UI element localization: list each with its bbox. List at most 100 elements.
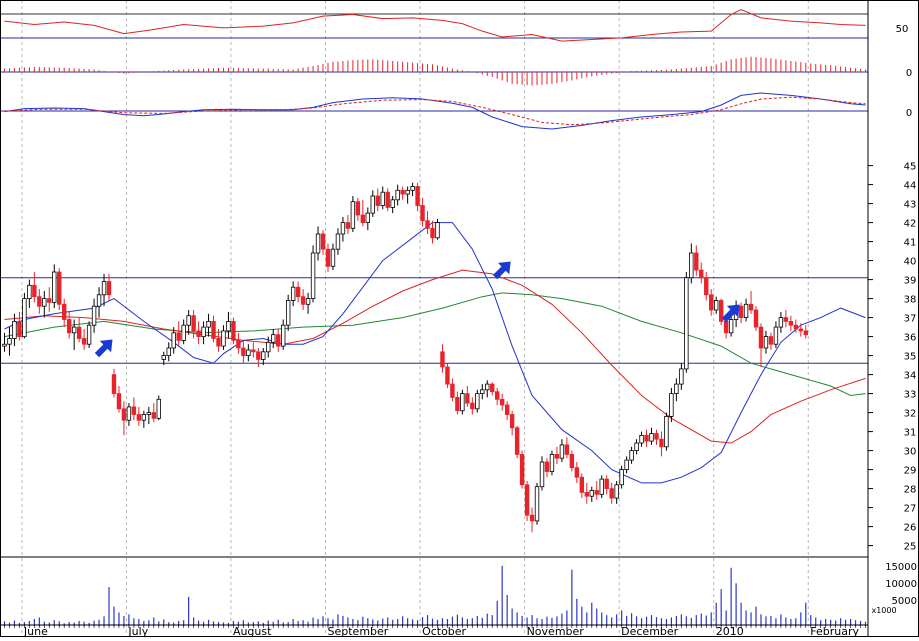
- candle: [798, 323, 804, 337]
- candle-body: [475, 393, 480, 410]
- candle-body: [7, 338, 12, 345]
- candle: [539, 456, 545, 491]
- arrow-october: [492, 261, 511, 280]
- candle-body: [783, 317, 789, 322]
- candle-body: [171, 332, 176, 349]
- candle: [42, 291, 47, 318]
- candle: [519, 450, 525, 489]
- price-tick-label: 30: [904, 447, 917, 458]
- candle-body: [86, 324, 92, 345]
- candle-body: [62, 303, 67, 320]
- candle-body: [380, 191, 385, 206]
- candle-body: [106, 281, 112, 296]
- volume-tick-10000: 10000: [885, 579, 917, 590]
- histogram-zero-label: 0: [906, 68, 912, 79]
- candle-body: [599, 478, 604, 495]
- candle-body: [281, 324, 286, 347]
- candle-body: [579, 476, 585, 493]
- candle-body: [76, 326, 82, 339]
- candle: [335, 228, 341, 255]
- candle-body: [544, 461, 550, 472]
- candle: [440, 344, 445, 373]
- candle: [146, 406, 152, 424]
- candle: [241, 340, 246, 364]
- candle-body: [718, 300, 724, 322]
- candle: [256, 348, 261, 367]
- candle: [27, 279, 32, 309]
- candle: [7, 327, 12, 356]
- candle: [96, 287, 102, 318]
- candle: [300, 289, 306, 310]
- candle-body: [529, 514, 535, 522]
- candle: [62, 298, 67, 328]
- candle-body: [201, 326, 206, 338]
- candle-body: [206, 320, 211, 328]
- month-label: December: [621, 625, 679, 637]
- candle-body: [276, 334, 281, 347]
- candle: [768, 332, 774, 350]
- candle: [579, 473, 585, 499]
- candle-body: [350, 201, 356, 229]
- candle: [544, 458, 550, 478]
- price-tick-label: 35: [904, 352, 917, 363]
- candle-body: [539, 461, 545, 488]
- candle-body: [495, 391, 500, 400]
- candle: [793, 319, 799, 333]
- candle: [176, 321, 181, 347]
- candle-body: [12, 320, 17, 339]
- candle-body: [141, 414, 147, 421]
- candle: [709, 289, 714, 316]
- macd-zero-label: 0: [906, 108, 912, 119]
- price-tick-label: 38: [904, 295, 917, 306]
- price-tick-label: 33: [904, 390, 917, 401]
- candle-body: [196, 330, 201, 337]
- candle: [714, 296, 719, 314]
- candle: [12, 313, 17, 347]
- candle-body: [619, 469, 624, 486]
- candle: [554, 446, 560, 464]
- candle: [480, 384, 485, 400]
- candle: [669, 387, 674, 423]
- candle: [191, 310, 196, 339]
- candle-body: [81, 338, 87, 345]
- candle-body: [778, 317, 784, 328]
- candle-body: [584, 491, 589, 497]
- green-moving-average: [4, 292, 866, 397]
- candle-body: [470, 402, 475, 410]
- price-tick-label: 37: [904, 314, 917, 325]
- candle-body: [694, 252, 699, 271]
- candle-body: [330, 248, 336, 267]
- candle: [728, 313, 734, 337]
- month-label: September: [328, 625, 389, 637]
- candle: [310, 245, 316, 303]
- candle: [495, 387, 500, 405]
- candle: [460, 389, 465, 415]
- candle-body: [699, 269, 704, 279]
- candle-body: [639, 434, 644, 444]
- candle: [624, 456, 629, 474]
- candle-body: [335, 233, 341, 250]
- price-tick-label: 36: [904, 333, 917, 344]
- macd-line: [4, 92, 866, 130]
- price-tick-label: 28: [904, 485, 917, 496]
- candle-body: [290, 286, 296, 301]
- candle: [141, 410, 147, 428]
- candle: [664, 412, 669, 451]
- candle: [485, 380, 490, 398]
- candle-body: [57, 271, 62, 305]
- candle: [415, 182, 420, 212]
- candle-body: [166, 347, 171, 356]
- candle-body: [445, 366, 450, 385]
- candle-body: [241, 347, 246, 356]
- candle-body: [176, 332, 181, 341]
- candle-body: [146, 412, 152, 415]
- candle: [226, 311, 231, 339]
- candle-body: [325, 248, 331, 267]
- candle: [684, 272, 689, 373]
- month-label: June: [23, 625, 48, 637]
- candle-body: [395, 189, 400, 201]
- arrow-july: [94, 339, 113, 358]
- month-label: August: [233, 625, 272, 637]
- price-tick-label: 45: [904, 162, 917, 173]
